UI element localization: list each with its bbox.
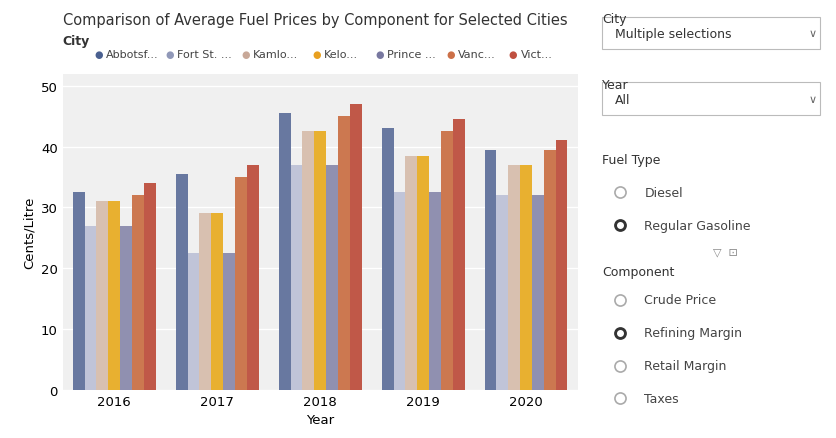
Bar	[120, 226, 132, 390]
Bar	[132, 196, 144, 390]
Bar	[416, 156, 429, 390]
Text: Kelo...: Kelo...	[324, 50, 358, 60]
Bar	[338, 117, 349, 390]
Text: ●: ●	[375, 50, 383, 60]
Text: ●: ●	[94, 50, 103, 60]
Text: Taxes: Taxes	[644, 392, 678, 405]
Bar	[507, 166, 519, 390]
Text: Multiple selections: Multiple selections	[614, 28, 731, 41]
Bar	[73, 193, 84, 390]
Text: Component: Component	[602, 265, 674, 278]
Text: Regular Gasoline: Regular Gasoline	[644, 219, 750, 232]
Bar	[381, 129, 393, 390]
Text: ●: ●	[241, 50, 249, 60]
Text: ●: ●	[508, 50, 517, 60]
Text: ●: ●	[166, 50, 174, 60]
Bar	[176, 174, 187, 390]
Text: Kamlo...: Kamlo...	[252, 50, 298, 60]
Text: Fort St. ...: Fort St. ...	[177, 50, 232, 60]
Bar	[496, 196, 507, 390]
Bar	[484, 150, 496, 390]
Text: Diesel: Diesel	[644, 186, 682, 199]
Text: Vanc...: Vanc...	[457, 50, 495, 60]
Y-axis label: Cents/Litre: Cents/Litre	[23, 196, 35, 268]
Text: City: City	[63, 35, 90, 48]
Bar	[532, 196, 543, 390]
Bar	[199, 214, 211, 390]
Text: Retail Margin: Retail Margin	[644, 359, 726, 372]
Bar	[187, 253, 199, 390]
Bar	[302, 132, 314, 390]
Bar	[429, 193, 441, 390]
Bar	[405, 156, 416, 390]
Bar	[326, 166, 338, 390]
Bar	[278, 114, 290, 390]
Text: ∨: ∨	[808, 29, 815, 39]
Bar	[555, 141, 567, 390]
Bar	[84, 226, 96, 390]
Text: ∨: ∨	[808, 95, 815, 105]
Bar	[543, 150, 555, 390]
Bar	[441, 132, 452, 390]
Text: Prince ...: Prince ...	[386, 50, 435, 60]
Text: Year: Year	[602, 79, 629, 92]
Bar	[235, 177, 247, 390]
Text: All: All	[614, 93, 630, 106]
Text: ●: ●	[312, 50, 320, 60]
Bar	[290, 166, 302, 390]
Text: Crude Price: Crude Price	[644, 293, 716, 307]
Text: Comparison of Average Fuel Prices by Component for Selected Cities: Comparison of Average Fuel Prices by Com…	[63, 13, 567, 28]
Bar	[223, 253, 235, 390]
X-axis label: Year: Year	[306, 413, 334, 426]
Bar	[108, 202, 120, 390]
Bar	[314, 132, 326, 390]
Text: City: City	[602, 13, 626, 26]
Bar	[452, 120, 464, 390]
Bar	[349, 105, 361, 390]
Text: ▽  ⊡: ▽ ⊡	[712, 247, 737, 257]
Bar	[96, 202, 108, 390]
FancyBboxPatch shape	[602, 83, 818, 116]
Text: Abbotsf...: Abbotsf...	[106, 50, 159, 60]
FancyBboxPatch shape	[602, 18, 818, 50]
Bar	[144, 184, 155, 390]
Bar	[211, 214, 223, 390]
Bar	[393, 193, 405, 390]
Text: Refining Margin: Refining Margin	[644, 326, 742, 339]
Text: Fuel Type: Fuel Type	[602, 153, 660, 166]
Text: ●: ●	[446, 50, 454, 60]
Bar	[247, 166, 258, 390]
Text: Vict...: Vict...	[520, 50, 552, 60]
Bar	[519, 166, 532, 390]
